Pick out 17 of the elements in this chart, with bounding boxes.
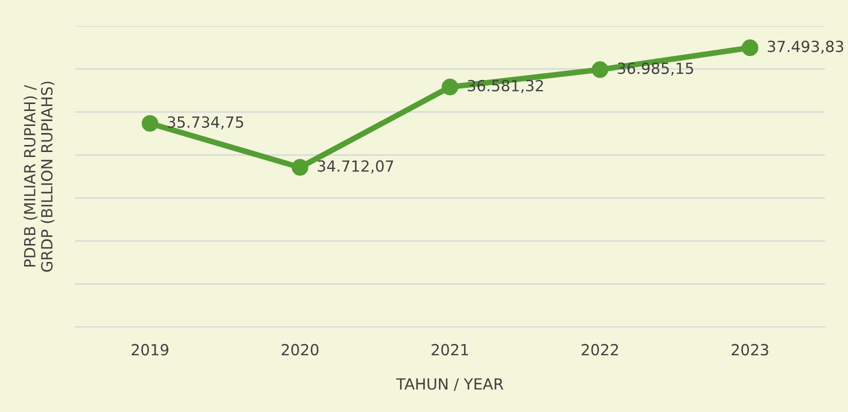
point — [592, 61, 608, 78]
point — [442, 78, 458, 96]
x-tick-label: 2022 — [582, 344, 618, 356]
y-axis-title: PDRB (MILIAR RUPIAH) / GRDP (BILLION RUPIAHS) — [24, 82, 54, 272]
point — [292, 159, 308, 176]
x-tick-label: 2019 — [132, 344, 168, 356]
data-label: 37.493,83 — [768, 40, 844, 54]
data-label: 35.734,75 — [168, 116, 244, 130]
point — [142, 115, 158, 132]
x-tick-label: 2023 — [732, 344, 768, 356]
point — [742, 39, 758, 56]
data-label: 36.985,15 — [618, 62, 694, 76]
x-axis-title: TAHUN / YEAR — [396, 378, 504, 391]
x-tick-label: 2021 — [432, 344, 468, 356]
data-label: 34.712,07 — [318, 160, 394, 174]
data-label: 36.581,32 — [468, 80, 543, 93]
x-tick-label: 2020 — [282, 344, 318, 356]
